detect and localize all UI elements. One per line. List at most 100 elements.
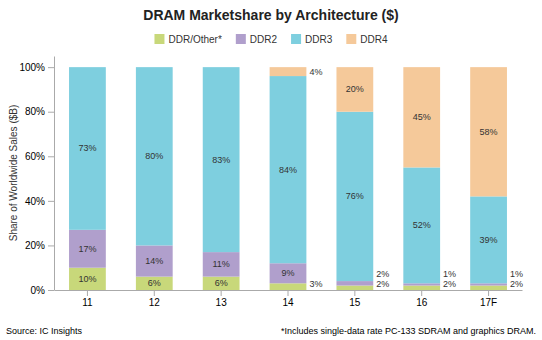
bar [470,67,507,196]
x-tick: 11 [82,290,93,308]
x-tick-mark [354,290,355,296]
y-tick-mark [48,290,54,291]
data-label: 80% [145,151,163,161]
y-axis-line [54,57,55,291]
y-tick: 100% [19,62,54,73]
x-tick-mark [488,290,489,296]
data-label: 83% [212,155,230,165]
bar [69,67,106,68]
x-tick: 16 [416,290,428,308]
bar [136,67,173,245]
bar [203,67,240,68]
y-tick-label: 100% [19,62,45,73]
data-label: 9% [281,268,294,278]
data-label: 52% [413,220,431,230]
bar [403,167,440,283]
x-tick-label: 16 [416,297,428,308]
data-label: 17% [78,244,96,254]
data-label: 76% [346,191,364,201]
y-tick-mark [48,67,54,68]
bar [270,76,307,263]
annotation: Source: IC Insights [6,326,83,336]
x-tick-label: 15 [349,297,361,308]
x-tick-mark [421,290,422,296]
x-tick-label: 14 [282,297,294,308]
data-label: 6% [215,278,228,288]
data-label: 84% [279,165,297,175]
data-label: 3% [309,279,322,289]
data-label: 2% [376,269,389,279]
x-tick-label: 12 [149,297,161,308]
data-label: 45% [413,112,431,122]
data-label: 6% [148,278,161,288]
chart: 11 12 13 14 15 16 17F 0% 20% 40% 60% 80% 100% Share o… [0,0,542,340]
y-axis-title: Share of Worldwide Sales ($B) [8,105,19,242]
bar [336,112,373,281]
data-label: 20% [346,84,364,94]
data-label: 1% [443,269,456,279]
data-label: 14% [145,256,163,266]
x-tick: 13 [216,290,228,308]
bar [136,277,173,290]
legend-label: DDR3 [305,34,333,45]
y-axis: 0% 20% 40% 60% 80% 100% [19,57,54,296]
x-tick: 14 [282,290,294,308]
bar [203,277,240,290]
y-tick-mark [48,156,54,157]
x-tick-mark [87,290,88,296]
x-tick-mark [288,290,289,296]
legend-label: DDR4 [360,34,388,45]
bar [270,283,307,290]
x-tick: 12 [149,290,161,308]
bar [403,67,440,167]
bar [470,283,507,285]
data-label: 73% [78,143,96,153]
bar [470,286,507,290]
y-tick: 40% [25,196,54,207]
y-tick-mark [48,112,54,113]
bar [69,67,106,230]
y-tick-mark [48,201,54,202]
legend-label: DDR2 [250,34,278,45]
x-tick: 17F [480,290,497,308]
bar [136,245,173,276]
data-label: 10% [78,274,96,284]
x-tick-label: 17F [480,297,497,308]
data-labels: 10% 17% 73% 6% 14% 80% 6% 11% 83% 9% 84% 3% 4% 76% 20%… [78,67,523,289]
y-tick-label: 0% [31,285,46,296]
bar [69,230,106,268]
legend-label: DDR/Other* [168,34,221,45]
data-label: 11% [212,259,229,269]
bar [270,263,307,283]
bar [336,67,373,112]
data-label: 2% [443,279,456,289]
y-tick-label: 40% [25,196,45,207]
y-tick: 80% [25,106,54,117]
y-tick-label: 80% [25,106,45,117]
legend-swatch [291,34,301,44]
bar [470,196,507,283]
y-tick-mark [48,245,54,246]
legend-item: DDR2 [236,34,278,45]
y-tick: 0% [31,285,54,296]
legend-item: DDR4 [346,34,388,45]
legend-swatch [154,34,164,44]
annotation: *Includes single-data rate PC-133 SDRAM … [281,326,536,336]
data-label: 4% [309,67,322,77]
y-tick: 60% [25,151,54,162]
data-label: 2% [376,279,389,289]
legend: DDR/Other* DDR2 DDR3 DDR4 [154,34,387,45]
bar [336,281,373,285]
x-tick-label: 11 [82,297,93,308]
title: DRAM Marketshare by Architecture ($) [143,7,398,23]
bar [270,67,307,76]
legend-swatch [236,34,246,44]
legend-item: DDR3 [291,34,333,45]
bar [336,286,373,290]
bars [69,67,507,290]
bar [403,283,440,285]
bar [69,268,106,290]
y-tick-label: 20% [25,240,45,251]
legend-item: DDR/Other* [154,34,221,45]
bar [136,67,173,68]
